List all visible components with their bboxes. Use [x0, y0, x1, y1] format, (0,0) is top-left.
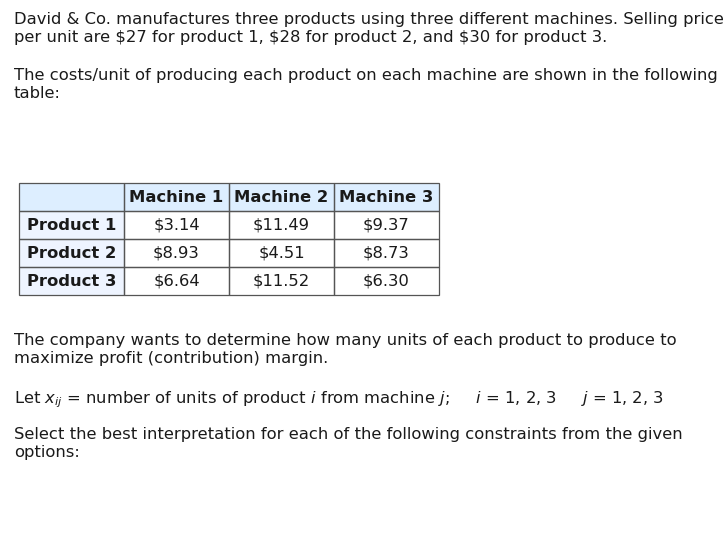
Text: The costs/unit of producing each product on each machine are shown in the follow: The costs/unit of producing each product…	[14, 68, 717, 83]
Text: Machine 2: Machine 2	[235, 189, 329, 204]
Bar	[334, 239, 439, 267]
Text: Let $x_{ij}$ = number of units of product $i$ from machine $j$;     $i$ = 1, 2, : Let $x_{ij}$ = number of units of produc…	[14, 389, 664, 409]
Text: $4.51: $4.51	[258, 245, 305, 260]
Bar	[229, 239, 334, 267]
Bar	[334, 211, 439, 239]
Bar	[334, 267, 439, 295]
Text: $11.52: $11.52	[253, 273, 310, 288]
Bar	[229, 267, 334, 295]
Bar	[124, 211, 229, 239]
Text: $8.73: $8.73	[363, 245, 410, 260]
Bar	[229, 183, 334, 211]
Bar	[334, 211, 439, 239]
Bar	[334, 267, 439, 295]
Bar	[229, 183, 334, 211]
Text: options:: options:	[14, 445, 80, 460]
Text: Select the best interpretation for each of the following constraints from the gi: Select the best interpretation for each …	[14, 427, 683, 442]
Text: $9.37: $9.37	[363, 217, 410, 232]
Bar	[124, 239, 229, 267]
Bar	[19, 239, 124, 267]
Bar	[19, 183, 124, 211]
Bar	[229, 267, 334, 295]
Text: David & Co. manufactures three products using three different machines. Selling : David & Co. manufactures three products …	[14, 12, 724, 27]
Bar	[124, 267, 229, 295]
Text: Machine 1: Machine 1	[130, 189, 224, 204]
Bar	[19, 267, 124, 295]
Text: table:: table:	[14, 86, 61, 101]
Bar	[124, 239, 229, 267]
Text: $6.64: $6.64	[153, 273, 200, 288]
Bar	[229, 211, 334, 239]
Text: $8.93: $8.93	[153, 245, 200, 260]
Text: maximize profit (contribution) margin.: maximize profit (contribution) margin.	[14, 351, 328, 366]
Text: $3.14: $3.14	[153, 217, 200, 232]
Text: Product 2: Product 2	[27, 245, 116, 260]
Bar	[19, 239, 124, 267]
Bar	[19, 267, 124, 295]
Text: Product 1: Product 1	[27, 217, 116, 232]
Text: $6.30: $6.30	[363, 273, 410, 288]
Text: Machine 3: Machine 3	[340, 189, 434, 204]
Bar	[334, 183, 439, 211]
Bar	[19, 183, 124, 211]
Bar	[19, 211, 124, 239]
Bar	[229, 239, 334, 267]
Text: The company wants to determine how many units of each product to produce to: The company wants to determine how many …	[14, 333, 677, 348]
Text: Product 3: Product 3	[27, 273, 116, 288]
Text: per unit are $27 for product 1, $28 for product 2, and $30 for product 3.: per unit are $27 for product 1, $28 for …	[14, 30, 607, 45]
Bar	[334, 239, 439, 267]
Text: $11.49: $11.49	[253, 217, 310, 232]
Bar	[334, 183, 439, 211]
Bar	[19, 211, 124, 239]
Bar	[124, 183, 229, 211]
Bar	[124, 183, 229, 211]
Bar	[229, 211, 334, 239]
Bar	[124, 211, 229, 239]
Bar	[124, 267, 229, 295]
